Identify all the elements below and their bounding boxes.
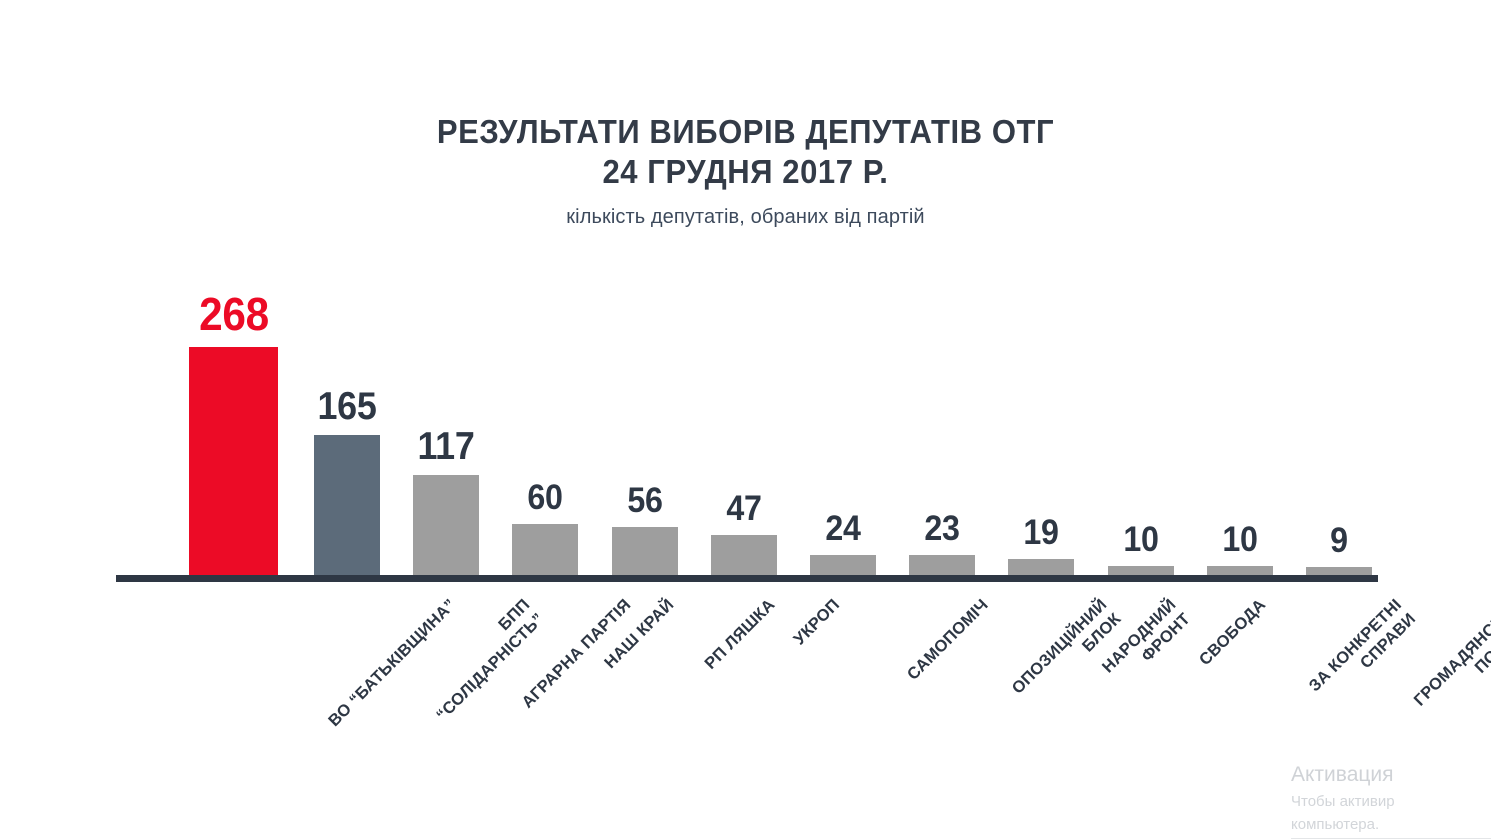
bar-group: 23 xyxy=(909,495,976,575)
bar-value-label: 10 xyxy=(1122,520,1159,559)
bar xyxy=(512,524,579,575)
category-label: РП ЛЯШКА xyxy=(700,595,779,673)
bar-value-label: 9 xyxy=(1330,521,1348,560)
bar-value-label: 24 xyxy=(825,509,861,548)
bar xyxy=(611,527,678,575)
category-label: СВОБОДА xyxy=(1195,595,1269,670)
bar-group: 19 xyxy=(1008,499,1075,575)
bar-value-label: 10 xyxy=(1222,520,1258,559)
bar xyxy=(1107,566,1174,575)
bar xyxy=(710,535,777,575)
bar xyxy=(1206,566,1273,575)
bar-value-label: 47 xyxy=(726,489,762,528)
bar-group: 117 xyxy=(413,415,480,575)
bar xyxy=(810,555,876,575)
bar-value-label: 117 xyxy=(417,425,475,468)
bar xyxy=(189,347,278,575)
chart-subtitle: кількість депутатів, обраних від партій xyxy=(566,206,925,228)
bar xyxy=(1008,559,1075,575)
bar-group: 10 xyxy=(1206,506,1273,575)
bar-group: 60 xyxy=(512,464,579,575)
page-title-line2: 24 ГРУДНЯ 2017 р. xyxy=(602,153,889,190)
bar-value-label: 60 xyxy=(527,478,564,517)
bar xyxy=(909,555,976,575)
bar-group: 10 xyxy=(1107,506,1174,575)
windows-activation-watermark: Активация Чтобы активир компьютера. xyxy=(1291,760,1491,839)
bar-group: 47 xyxy=(710,475,777,575)
bar-group: 165 xyxy=(314,375,380,575)
category-label: НАРОДНИЙ ФРОНТ xyxy=(1099,595,1195,677)
bar-value-label: 268 xyxy=(198,288,269,340)
bar-group: 56 xyxy=(611,467,678,575)
bar-value-label: 19 xyxy=(1023,513,1060,552)
bar xyxy=(1306,567,1372,575)
bar-group: 268 xyxy=(189,287,278,575)
bar-value-label: 165 xyxy=(317,385,377,428)
bar xyxy=(413,475,480,575)
bar-value-label: 23 xyxy=(924,509,961,548)
category-label: ГРОМАДЯНСЬКА ПОЗИЦІЯ xyxy=(1410,595,1491,710)
bar-value-label: 56 xyxy=(626,481,663,520)
bar-group: 9 xyxy=(1306,507,1372,575)
axis-baseline xyxy=(116,575,1378,582)
category-label: САМОПОМІЧ xyxy=(903,595,992,684)
watermark-title: Активация xyxy=(1291,763,1394,786)
category-label: УКРОП xyxy=(790,595,844,649)
page-title-line1: РЕЗУЛЬТАТИ ВИБОРІВ ДЕПУТАТІВ ОТГ xyxy=(436,113,1055,150)
watermark-line-2: компьютера. xyxy=(1291,816,1380,833)
chart-header: РЕЗУЛЬТАТИ ВИБОРІВ ДЕПУТАТІВ ОТГ 24 ГРУД… xyxy=(0,112,1491,229)
watermark-line-1: Чтобы активир xyxy=(1291,793,1395,810)
bar-group: 24 xyxy=(810,495,876,575)
category-label: ЗА КОНКРЕТНІ СПРАВИ xyxy=(1305,595,1420,696)
bar xyxy=(314,435,380,575)
